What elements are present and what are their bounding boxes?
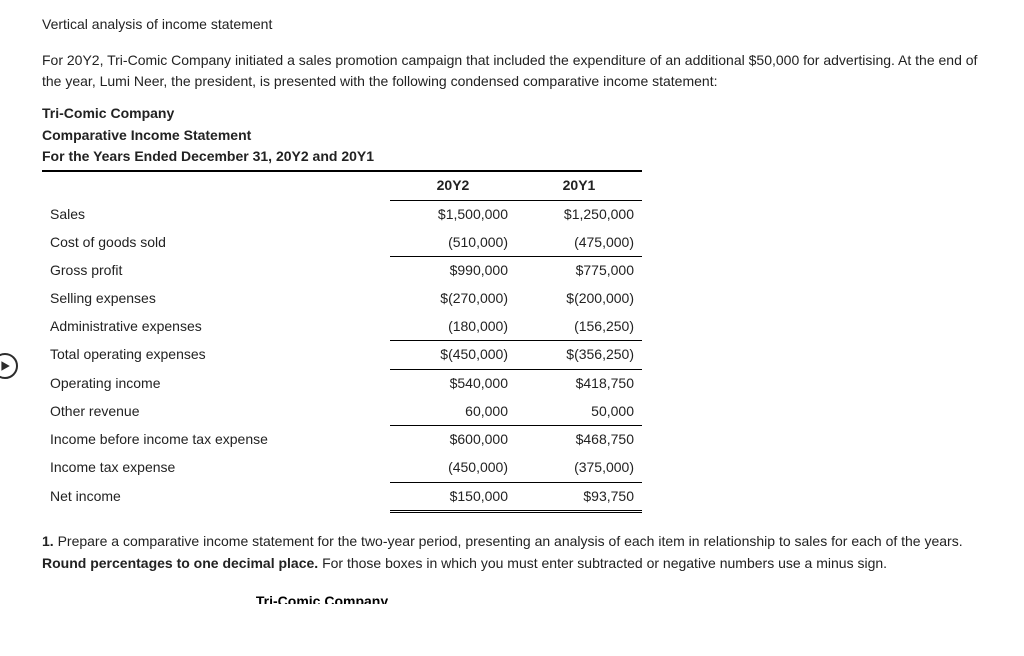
table-row: Total operating expenses $(450,000) $(35… [42,341,642,370]
row-y2: $1,500,000 [390,200,516,228]
row-y1: 50,000 [516,398,642,426]
income-statement-table: 20Y2 20Y1 Sales $1,500,000 $1,250,000 Co… [42,170,642,513]
stmt-company: Tri-Comic Company [42,103,602,125]
table-row: Other revenue 60,000 50,000 [42,398,642,426]
row-label: Selling expenses [42,285,390,313]
row-label: Gross profit [42,257,390,285]
row-y1: $418,750 [516,369,642,397]
table-row: Selling expenses $(270,000) $(200,000) [42,285,642,313]
row-label: Cost of goods sold [42,229,390,257]
row-y2: $(450,000) [390,341,516,370]
table-row: Gross profit $990,000 $775,000 [42,257,642,285]
table-row: Net income $150,000 $93,750 [42,482,642,512]
row-y1: $1,250,000 [516,200,642,228]
row-y1: (475,000) [516,229,642,257]
row-y1: $(356,250) [516,341,642,370]
row-label: Operating income [42,369,390,397]
row-y1: $93,750 [516,482,642,512]
row-y2: $540,000 [390,369,516,397]
instruction-post: For those boxes in which you must enter … [318,555,887,571]
income-statement-block: Tri-Comic Company Comparative Income Sta… [42,103,982,513]
row-y1: (156,250) [516,313,642,341]
instruction-number: 1. [42,533,54,549]
row-y1: $468,750 [516,426,642,454]
stmt-period: For the Years Ended December 31, 20Y2 an… [42,146,602,168]
table-row: Administrative expenses (180,000) (156,2… [42,313,642,341]
row-label: Administrative expenses [42,313,390,341]
col-20y2: 20Y2 [390,171,516,200]
row-y1: $(200,000) [516,285,642,313]
row-y1: (375,000) [516,454,642,482]
row-y2: $600,000 [390,426,516,454]
row-y2: 60,000 [390,398,516,426]
row-y2: $150,000 [390,482,516,512]
page-content: Vertical analysis of income statement Fo… [0,0,1024,614]
row-label: Sales [42,200,390,228]
instruction-bold: Round percentages to one decimal place. [42,555,318,571]
row-label: Total operating expenses [42,341,390,370]
row-label: Other revenue [42,398,390,426]
table-row: Income tax expense (450,000) (375,000) [42,454,642,482]
row-y2: $990,000 [390,257,516,285]
table-row: Cost of goods sold (510,000) (475,000) [42,229,642,257]
row-label: Income tax expense [42,454,390,482]
row-label: Net income [42,482,390,512]
stmt-title: Comparative Income Statement [42,125,602,147]
table-row: Operating income $540,000 $418,750 [42,369,642,397]
row-y2: (180,000) [390,313,516,341]
footer-company-title: Tri-Comic Company [42,583,602,605]
row-y2: (450,000) [390,454,516,482]
intro-paragraph: For 20Y2, Tri-Comic Company initiated a … [42,50,982,93]
play-icon [0,360,11,372]
row-y2: (510,000) [390,229,516,257]
instruction-paragraph: 1. Prepare a comparative income statemen… [42,531,982,574]
col-20y1: 20Y1 [516,171,642,200]
row-y1: $775,000 [516,257,642,285]
row-label: Income before income tax expense [42,426,390,454]
table-row: Income before income tax expense $600,00… [42,426,642,454]
instruction-pre: Prepare a comparative income statement f… [54,533,963,549]
table-row: Sales $1,500,000 $1,250,000 [42,200,642,228]
row-y2: $(270,000) [390,285,516,313]
section-heading: Vertical analysis of income statement [42,14,982,36]
